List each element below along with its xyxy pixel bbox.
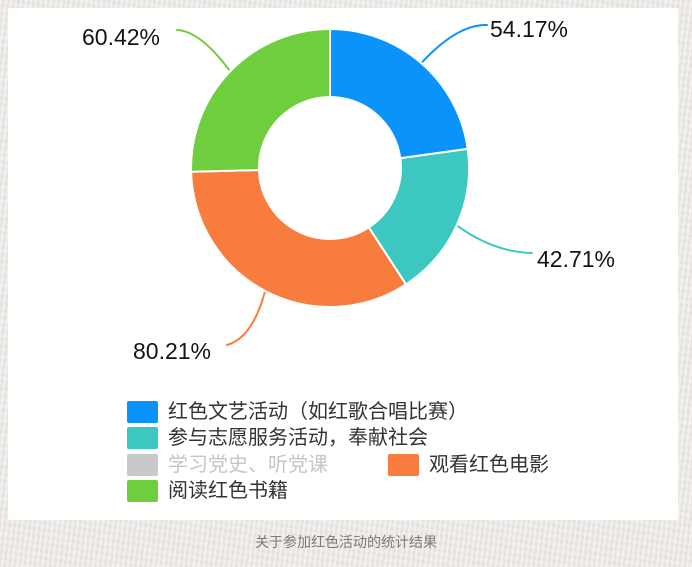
- pie-percent-label: 54.17%: [490, 16, 569, 42]
- pie-percent-label: 80.21%: [133, 338, 212, 364]
- pie-percent-label: 42.71%: [537, 246, 616, 272]
- legend-swatch: [127, 401, 158, 423]
- legend-item-party-history-study[interactable]: 学习党史、听党课: [127, 454, 328, 476]
- legend-item-label: 观看红色电影: [429, 454, 549, 476]
- chart-title: 关于参加红色活动的统计结果: [255, 534, 437, 550]
- leader-line-2: [226, 291, 266, 346]
- legend-item-red-books[interactable]: 阅读红色书籍: [127, 480, 288, 502]
- legend-item-red-movies[interactable]: 观看红色电影: [388, 454, 549, 476]
- legend-swatch: [127, 454, 158, 476]
- legend-item-label: 参与志愿服务活动，奉献社会: [168, 427, 428, 449]
- leader-line-1: [457, 225, 533, 254]
- pie-slice-3[interactable]: [190, 28, 331, 173]
- legend-item-label: 阅读红色书籍: [168, 480, 288, 502]
- legend-item-label: 红色文艺活动（如红歌合唱比赛）: [168, 401, 468, 423]
- pie-percent-label: 60.42%: [82, 24, 161, 50]
- legend-item-label: 学习党史、听党课: [168, 454, 328, 476]
- legend-swatch: [127, 427, 158, 449]
- pie-slice-2[interactable]: [190, 169, 407, 308]
- leader-line-0: [421, 23, 488, 63]
- legend-item-volunteer-service[interactable]: 参与志愿服务活动，奉献社会: [127, 427, 428, 449]
- legend-swatch: [127, 480, 158, 502]
- leader-line-3: [176, 29, 230, 71]
- legend-item-red-arts-activity[interactable]: 红色文艺活动（如红歌合唱比赛）: [127, 401, 468, 423]
- pie-slice-0[interactable]: [329, 28, 469, 160]
- legend-swatch: [388, 454, 419, 476]
